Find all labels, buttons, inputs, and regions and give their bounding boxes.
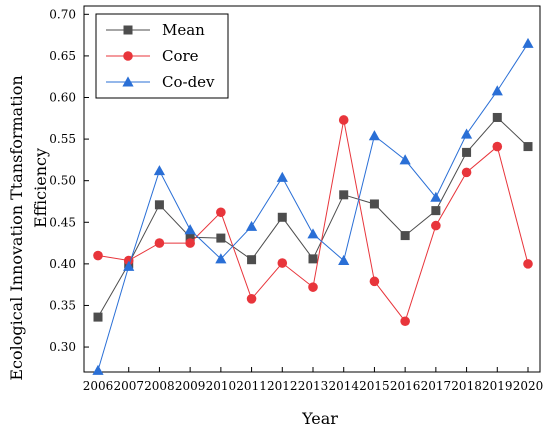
data-point-mean [400, 231, 410, 241]
data-point-core [338, 115, 349, 125]
data-point-co-dev [522, 37, 534, 48]
x-tick-label: 2016 [390, 379, 421, 393]
x-tick-label: 2018 [451, 379, 482, 393]
data-point-core [308, 282, 318, 292]
data-point-co-dev [153, 165, 166, 176]
data-point-core [400, 316, 410, 327]
data-point-co-dev [276, 171, 288, 182]
data-point-co-dev [491, 85, 503, 96]
data-point-mean [216, 233, 226, 243]
data-point-mean [185, 232, 195, 242]
y-axis-title-line-1: Ecological Innovation Ttansformation [7, 75, 26, 380]
axes: 0.30 0.35 0.40 0.45 0.50 0.55 0.60 0.65 0.70 2006… [49, 5, 544, 393]
data-point-co-dev [92, 364, 104, 375]
data-point-co-dev [368, 130, 381, 141]
data-point-mean [431, 206, 441, 216]
data-point-co-dev [430, 191, 442, 202]
legend-label-core: Core [162, 47, 199, 65]
data-point-co-dev [215, 253, 227, 264]
data-point-core [369, 276, 380, 287]
data-point-mean [523, 142, 533, 152]
x-tick-label: 2008 [144, 379, 175, 393]
data-point-core [461, 167, 472, 178]
y-tick-label: 0.45 [49, 215, 76, 229]
data-point-co-dev [399, 154, 411, 165]
x-tick-label: 2009 [175, 379, 206, 393]
series-layer [92, 37, 534, 375]
y-tick-label: 0.70 [49, 7, 76, 21]
y-tick-label: 0.65 [49, 49, 76, 63]
x-tick-label: 2020 [513, 379, 544, 393]
data-point-mean [308, 254, 318, 264]
data-point-mean [339, 190, 349, 200]
series-co-dev [92, 37, 534, 375]
y-tick-label: 0.30 [49, 340, 76, 354]
data-point-co-dev [307, 228, 319, 239]
x-tick-label: 2007 [113, 379, 144, 393]
data-point-mean [462, 147, 472, 157]
series-core [93, 115, 533, 327]
legend: Mean Core Co-dev [95, 13, 229, 99]
data-point-co-dev [338, 254, 350, 266]
legend-marker-core [123, 51, 133, 61]
x-tick-label: 2006 [83, 379, 114, 393]
data-point-core [277, 258, 288, 268]
x-tick-label: 2011 [236, 379, 267, 393]
legend-label-co-dev: Co-dev [162, 73, 215, 91]
x-axis-title: Year [301, 409, 338, 428]
y-tick-label: 0.35 [49, 298, 76, 312]
data-point-core [93, 250, 103, 261]
data-point-core [185, 238, 195, 248]
y-tick-label: 0.40 [49, 257, 76, 271]
data-point-core [154, 238, 165, 248]
legend-marker-co-dev [122, 76, 134, 87]
data-point-mean [154, 200, 164, 210]
data-point-co-dev [184, 224, 196, 235]
legend-label-mean: Mean [162, 21, 205, 39]
data-point-core [523, 259, 533, 269]
y-axis-title-line-2: Efficiency [31, 148, 50, 228]
x-tick-label: 2010 [206, 379, 237, 393]
x-tick-label: 2015 [359, 379, 390, 393]
data-point-core [246, 294, 257, 304]
data-point-co-dev [123, 260, 135, 271]
data-point-core [431, 220, 441, 231]
legend-marker-mean [123, 25, 133, 35]
data-point-mean [369, 199, 379, 209]
data-point-mean [247, 255, 257, 265]
x-tick-label: 2014 [328, 379, 359, 393]
y-tick-label: 0.60 [49, 91, 76, 105]
x-tick-label: 2019 [482, 379, 513, 393]
data-point-core [216, 207, 226, 218]
y-tick-label: 0.50 [49, 174, 76, 188]
data-point-mean [492, 112, 502, 122]
y-tick-label: 0.55 [49, 132, 76, 146]
data-point-co-dev [460, 128, 473, 139]
data-point-core [492, 141, 503, 152]
data-point-mean [277, 212, 287, 222]
plot-frame [83, 5, 541, 373]
x-tick-label: 2013 [298, 379, 329, 393]
data-point-mean [93, 312, 103, 322]
x-tick-label: 2012 [267, 379, 298, 393]
data-point-co-dev [245, 220, 258, 231]
x-tick-label: 2017 [421, 379, 452, 393]
